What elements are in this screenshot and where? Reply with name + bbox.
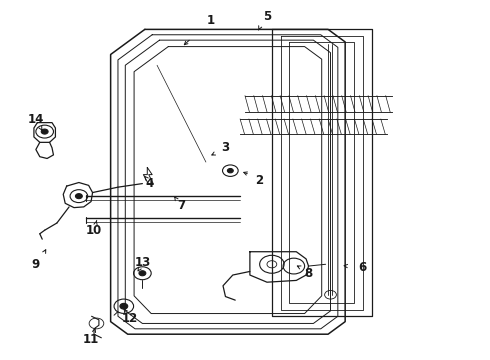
Text: 3: 3 bbox=[221, 141, 229, 154]
Circle shape bbox=[139, 271, 146, 276]
Text: 13: 13 bbox=[134, 256, 150, 269]
Circle shape bbox=[227, 168, 233, 173]
Text: 7: 7 bbox=[177, 199, 186, 212]
Circle shape bbox=[75, 194, 82, 199]
Text: 4: 4 bbox=[146, 177, 154, 190]
Text: 5: 5 bbox=[263, 10, 271, 23]
Text: 1: 1 bbox=[207, 14, 215, 27]
Text: 12: 12 bbox=[122, 311, 138, 325]
Circle shape bbox=[120, 303, 128, 309]
Text: 11: 11 bbox=[83, 333, 99, 346]
Text: 6: 6 bbox=[358, 261, 367, 274]
Text: 2: 2 bbox=[256, 174, 264, 186]
Text: 10: 10 bbox=[85, 224, 101, 237]
Text: 8: 8 bbox=[304, 267, 313, 280]
Text: 9: 9 bbox=[32, 258, 40, 271]
Text: 14: 14 bbox=[28, 113, 44, 126]
Circle shape bbox=[41, 129, 48, 134]
